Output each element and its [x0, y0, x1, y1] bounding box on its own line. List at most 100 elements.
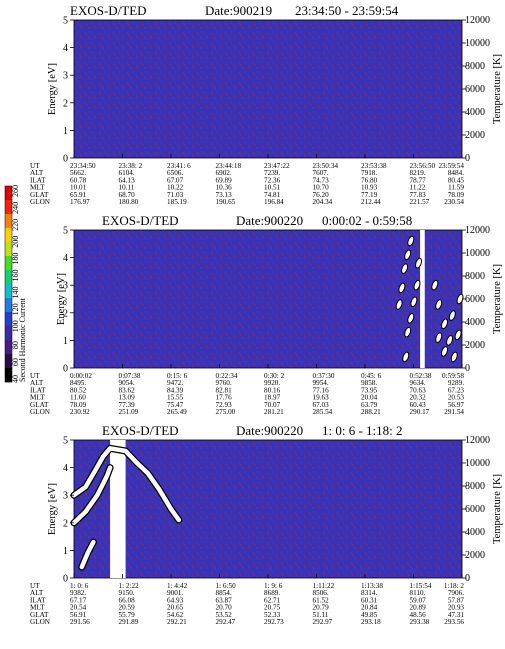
intensity-blob	[407, 313, 415, 324]
intensity-blob	[446, 335, 454, 346]
orbit-cell: 9920.	[264, 379, 280, 387]
intensity-blob	[407, 235, 415, 247]
orbit-cell: 0:52:38	[410, 372, 432, 380]
orbit-cell: 17.76	[216, 394, 233, 402]
panel-1-energy-label: Energy [eV]	[47, 63, 58, 115]
energy-tick-label: 5	[63, 226, 68, 237]
colorbar-tick-label: 140	[11, 286, 20, 298]
orbit-cell: 68.70	[119, 191, 136, 199]
data-gap-bar	[110, 440, 126, 578]
orbit-cell: 23:44:18	[216, 162, 242, 170]
intensity-blob	[435, 332, 443, 343]
orbit-cell: 78.09	[448, 191, 465, 199]
orbit-cell: 230.92	[70, 408, 90, 416]
energy-tick-label: 0	[63, 364, 68, 375]
temperature-tick-label: 0	[465, 573, 470, 584]
orbit-cell: 292.73	[264, 618, 284, 626]
orbit-cell: 1: 4:42	[167, 582, 188, 590]
orbit-cell: 61.52	[313, 596, 330, 604]
panel-1-temperature-label: Temperature [K]	[492, 54, 503, 124]
orbit-row-label: ILAT	[30, 596, 46, 604]
orbit-cell: 1: 2:22	[119, 582, 140, 590]
intensity-blob	[415, 257, 423, 269]
intensity-blob	[410, 296, 418, 308]
temperature-tick-label: 8000	[465, 481, 485, 492]
orbit-cell: 293.18	[361, 618, 381, 626]
colorbar-frame	[4, 185, 13, 383]
orbit-row-label: ILAT	[30, 176, 46, 184]
orbit-cell: 0:37:30	[313, 372, 335, 380]
orbit-row-label: ALT	[30, 379, 44, 387]
orbit-cell: 7906.	[448, 589, 464, 597]
temperature-tick-label: 0	[465, 363, 470, 374]
orbit-cell: 221.57	[410, 198, 430, 206]
energy-tick-label: 1	[63, 336, 68, 347]
orbit-cell: 6104.	[119, 169, 135, 177]
colorbar-tick-label: 160	[11, 270, 20, 282]
orbit-cell: 23:50:34	[313, 162, 339, 170]
orbit-cell: 281.21	[264, 408, 284, 416]
orbit-cell: 60.78	[70, 176, 87, 184]
temperature-tick-label: 6000	[465, 84, 485, 95]
orbit-row-label: ALT	[30, 589, 44, 597]
energy-tick-label: 1	[63, 126, 68, 137]
panel-1: EXOS-D/TED Date:900219 23:34:50 - 23:59:…	[30, 3, 503, 206]
orbit-cell: 10.11	[119, 184, 135, 192]
orbit-cell: 9634.	[410, 379, 426, 387]
energy-tick-label: 3	[63, 281, 68, 292]
orbit-cell: 190.65	[216, 198, 236, 206]
colorbar-swatch	[5, 368, 12, 383]
orbit-cell: 6902.	[216, 169, 232, 177]
colorbar-swatch	[5, 298, 12, 313]
orbit-cell: 53.52	[216, 611, 233, 619]
orbit-cell: 1: 6:50	[216, 582, 237, 590]
orbit-cell: 8314.	[361, 589, 377, 597]
panel-2-date: Date:900220	[236, 213, 303, 228]
orbit-cell: 288.21	[361, 408, 381, 416]
orbit-cell: 9954.	[313, 379, 329, 387]
orbit-cell: 18.97	[264, 394, 281, 402]
orbit-cell: 1:13:38	[361, 582, 383, 590]
colorbar-tick-label: 120	[11, 303, 20, 315]
orbit-cell: 9150.	[119, 589, 135, 597]
orbit-cell: 76.20	[313, 191, 330, 199]
orbit-row-label: GLON	[30, 198, 51, 206]
orbit-cell: 72.93	[216, 401, 233, 409]
orbit-cell: 77.83	[410, 191, 427, 199]
orbit-cell: 230.54	[444, 198, 464, 206]
orbit-cell: 20.04	[361, 394, 378, 402]
colorbar-swatch	[5, 228, 12, 243]
orbit-cell: 0:30: 2	[264, 372, 285, 380]
orbit-cell: 64.93	[167, 596, 184, 604]
temperature-tick-label: 6000	[465, 294, 485, 305]
orbit-cell: 8506.	[313, 589, 329, 597]
orbit-cell: 54.62	[167, 611, 184, 619]
intensity-blob	[401, 263, 409, 274]
orbit-cell: 1: 9: 6	[264, 582, 283, 590]
energy-tick-label: 1	[63, 546, 68, 557]
orbit-cell: 291.56	[70, 618, 90, 626]
orbit-cell: 77.39	[119, 401, 136, 409]
orbit-cell: 56.91	[70, 611, 87, 619]
intensity-blob	[404, 249, 412, 261]
temperature-tick-label: 12000	[465, 15, 490, 26]
orbit-row-label: MLT	[30, 604, 45, 612]
orbit-cell: 20.79	[313, 604, 330, 612]
orbit-row-label: UT	[30, 372, 40, 380]
panel-2-temperature-label: Temperature [K]	[492, 264, 503, 334]
panel-2-title: EXOS-D/TED	[102, 213, 179, 228]
orbit-cell: 292.21	[167, 618, 187, 626]
orbit-cell: 176.97	[70, 198, 90, 206]
orbit-cell: 10.93	[361, 184, 378, 192]
orbit-cell: 204.34	[313, 198, 333, 206]
colorbar-swatch	[5, 354, 12, 369]
orbit-row-label: ALT	[30, 169, 44, 177]
colorbar-tick-label: 220	[11, 219, 20, 231]
orbit-cell: 60.43	[410, 401, 427, 409]
orbit-cell: 47.31	[448, 611, 465, 619]
temperature-tick-label: 12000	[465, 225, 490, 236]
orbit-cell: 77.16	[313, 386, 330, 394]
orbit-row-label: GLON	[30, 408, 51, 416]
